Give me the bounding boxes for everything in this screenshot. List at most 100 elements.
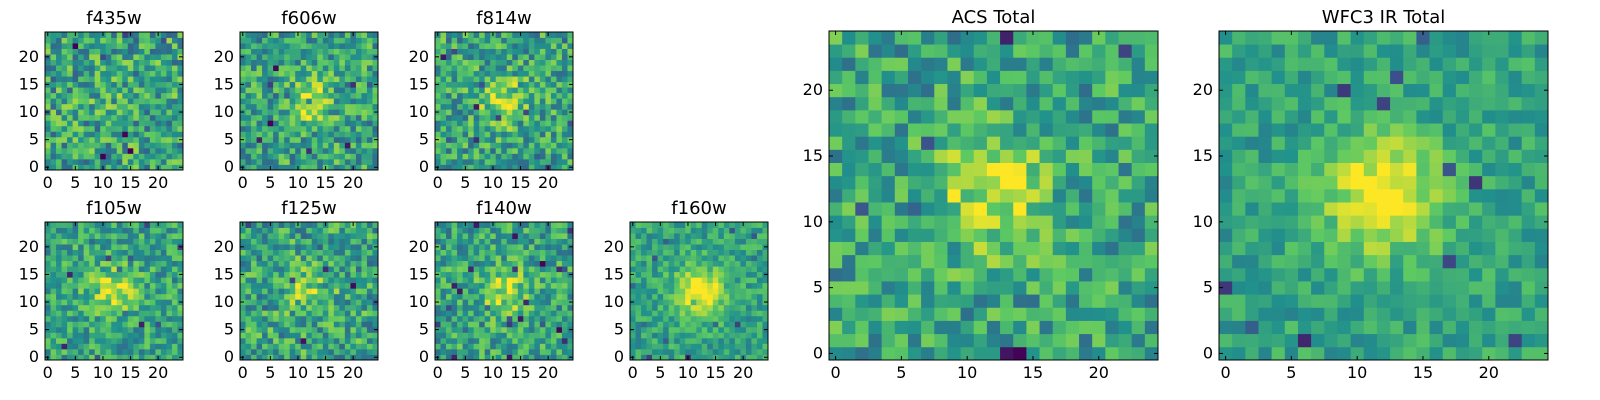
heatmap-cell <box>1052 241 1067 256</box>
heatmap-cell <box>512 147 519 154</box>
heatmap-cell <box>1026 346 1040 361</box>
heatmap-cell <box>523 43 530 49</box>
heatmap-cell <box>490 277 497 284</box>
heatmap-cell <box>67 70 73 77</box>
heatmap-cell <box>317 114 324 121</box>
heatmap-cell <box>723 271 730 278</box>
heatmap-cell <box>495 326 502 333</box>
heatmap-cell <box>166 65 173 72</box>
heatmap-cell <box>289 125 296 132</box>
heatmap-cell <box>506 43 513 49</box>
heatmap-cell <box>473 59 480 66</box>
heatmap-cell <box>501 310 508 317</box>
heatmap-cell <box>734 266 741 273</box>
heatmap-cell <box>652 343 658 350</box>
heatmap-cell <box>344 153 351 160</box>
heatmap-cell <box>881 202 896 216</box>
heatmap-cell <box>366 48 373 55</box>
heatmap-cell <box>339 153 346 160</box>
heatmap-cell <box>361 310 368 317</box>
heatmap-cell <box>440 321 447 328</box>
heatmap-cell <box>495 114 502 121</box>
heatmap-cell <box>240 293 246 300</box>
heatmap-cell <box>322 255 329 262</box>
heatmap-cell <box>61 136 68 143</box>
heatmap-cell <box>67 164 73 171</box>
heatmap-cell <box>372 304 379 311</box>
heatmap-cell <box>245 114 252 121</box>
heatmap-cell <box>127 120 134 127</box>
heatmap-cell <box>278 92 285 99</box>
heatmap-cell <box>550 81 557 88</box>
heatmap-cell <box>166 260 173 267</box>
heatmap-cell <box>361 98 368 105</box>
heatmap-cell <box>295 321 302 328</box>
heatmap-cell <box>94 222 101 228</box>
heatmap-cell <box>289 233 296 239</box>
heatmap-cell <box>921 188 935 203</box>
heatmap-cell <box>262 277 268 284</box>
heatmap-cell <box>372 48 379 55</box>
heatmap-cell <box>127 92 134 99</box>
heatmap-cell <box>306 271 313 278</box>
heatmap-cell <box>479 158 486 165</box>
heatmap-cell <box>372 125 379 132</box>
heatmap-cell <box>45 76 51 83</box>
heatmap-cell <box>462 271 469 278</box>
heatmap-cell <box>339 233 346 239</box>
heatmap-cell <box>729 321 736 328</box>
heatmap-cell <box>256 321 263 328</box>
heatmap-cell <box>468 266 475 273</box>
heatmap-cell <box>539 147 546 154</box>
heatmap-cell <box>94 293 101 300</box>
heatmap-cell <box>322 288 329 295</box>
heatmap-cell <box>311 266 318 273</box>
heatmap-cell <box>517 271 524 278</box>
heatmap-cell <box>561 120 568 127</box>
heatmap-cell <box>479 299 486 306</box>
heatmap-cell <box>111 54 118 60</box>
heatmap-cell <box>361 299 368 306</box>
heatmap-cell <box>490 37 497 44</box>
heatmap-cell <box>756 321 763 328</box>
heatmap-cell <box>528 260 535 267</box>
heatmap-cell <box>300 37 307 44</box>
heatmap-cell <box>479 244 486 250</box>
heatmap-cell <box>539 310 546 317</box>
heatmap-cell <box>468 164 475 171</box>
heatmap-cell <box>751 277 758 284</box>
heatmap-cell <box>641 326 647 333</box>
heatmap-cell <box>652 277 658 284</box>
heatmap-cell <box>289 131 296 138</box>
heatmap-cell <box>78 65 85 72</box>
heatmap-cell <box>451 158 458 165</box>
heatmap-cell <box>105 282 112 289</box>
heatmap-cell <box>506 76 513 83</box>
heatmap-cell <box>284 54 291 60</box>
heatmap-cell <box>171 81 178 88</box>
axes-frame <box>434 221 574 361</box>
heatmap-cell <box>177 332 184 339</box>
heatmap-cell <box>685 255 692 262</box>
heatmap-cell <box>528 131 535 138</box>
heatmap-cell <box>528 277 535 284</box>
heatmap-cell <box>366 260 373 267</box>
heatmap-cell <box>440 310 447 317</box>
heatmap-cell <box>701 326 708 333</box>
heatmap-cell <box>366 103 373 110</box>
heatmap-cell <box>473 98 480 105</box>
heatmap-cell <box>479 120 486 127</box>
heatmap-cell <box>116 37 123 44</box>
heatmap-cell <box>550 337 557 344</box>
heatmap-cell <box>105 120 112 127</box>
x-tick-label: 15 <box>120 363 140 382</box>
heatmap-cell <box>523 271 530 278</box>
heatmap-cell <box>83 164 90 171</box>
heatmap-cell <box>635 326 642 333</box>
heatmap-cell <box>462 70 469 77</box>
heatmap-cell <box>127 125 134 132</box>
heatmap-cell <box>240 343 246 350</box>
heatmap-cell <box>289 109 296 116</box>
heatmap-cell <box>105 98 112 105</box>
heatmap-cell <box>740 227 747 234</box>
